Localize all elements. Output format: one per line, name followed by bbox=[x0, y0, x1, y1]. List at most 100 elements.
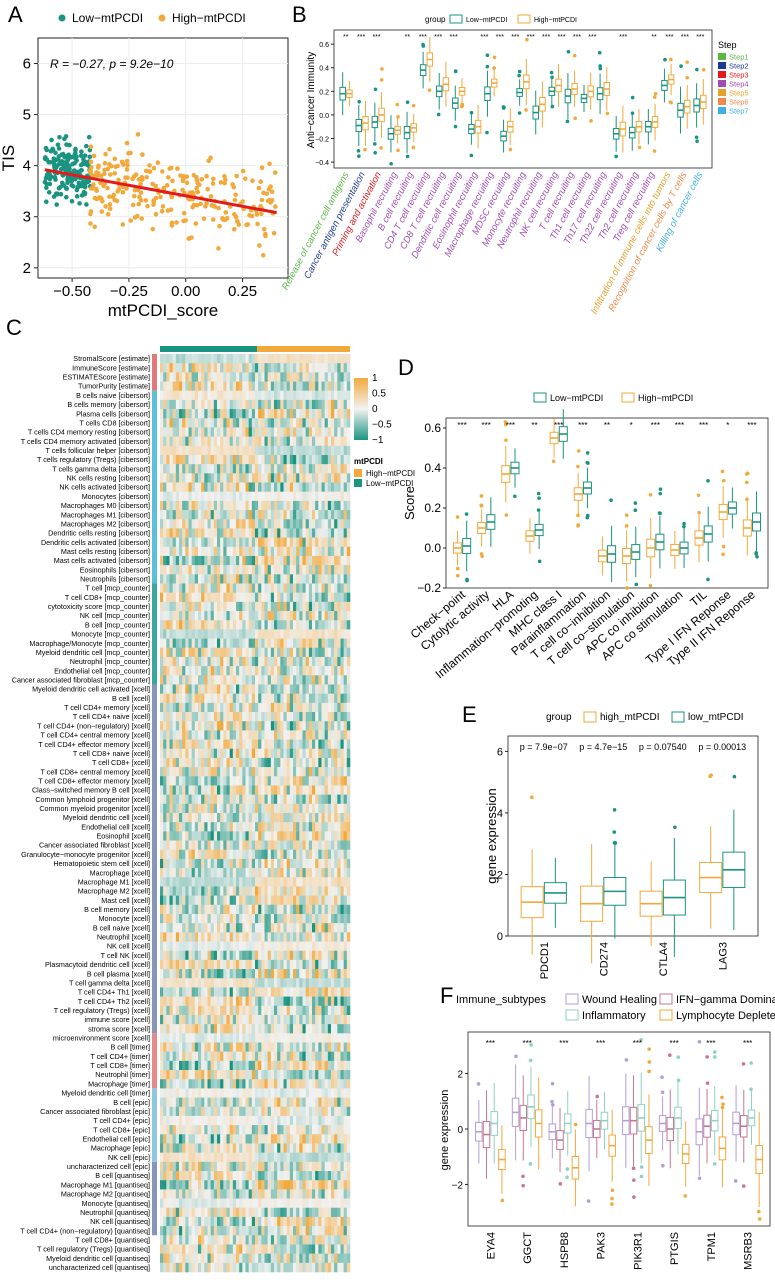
heatmap-cell bbox=[268, 648, 271, 657]
heatmap-cell bbox=[160, 565, 163, 574]
heatmap-cell bbox=[280, 483, 283, 492]
heatmap-cell bbox=[173, 978, 176, 987]
heatmap-cell bbox=[223, 538, 226, 547]
heatmap-cell bbox=[239, 648, 242, 657]
box-outlier bbox=[573, 116, 577, 120]
heatmap-cell bbox=[325, 409, 328, 418]
heatmap-cell bbox=[337, 501, 340, 510]
heatmap-cell bbox=[185, 409, 188, 418]
heatmap-cell bbox=[217, 804, 220, 813]
heatmap-cell bbox=[306, 620, 309, 629]
heatmap-cell bbox=[192, 776, 195, 785]
heatmap-cell bbox=[315, 850, 318, 859]
heatmap-cell bbox=[246, 785, 249, 794]
heatmap-cell bbox=[258, 602, 261, 611]
heatmap-cell bbox=[208, 721, 211, 730]
heatmap-cell bbox=[334, 795, 337, 804]
heatmap-cell bbox=[204, 418, 207, 427]
heatmap-cell bbox=[163, 372, 166, 381]
heatmap-cell bbox=[290, 694, 293, 703]
x-tick-label: −0.25 bbox=[110, 283, 148, 300]
heatmap-cell bbox=[173, 418, 176, 427]
heatmap-cell bbox=[293, 703, 296, 712]
heatmap-cell bbox=[239, 418, 242, 427]
heatmap-cell bbox=[249, 850, 252, 859]
point-high-mtpcdi bbox=[234, 174, 239, 179]
point-high-mtpcdi bbox=[115, 199, 120, 204]
heatmap-cell bbox=[230, 382, 233, 391]
heatmap-cell bbox=[195, 400, 198, 409]
heatmap-cell bbox=[176, 363, 179, 372]
heatmap-cell bbox=[337, 960, 340, 969]
heatmap-cell bbox=[322, 675, 325, 684]
heatmap-cell bbox=[290, 427, 293, 436]
heatmap-cell bbox=[296, 437, 299, 446]
heatmap-cell bbox=[176, 795, 179, 804]
heatmap-cell bbox=[290, 666, 293, 675]
heatmap-cell bbox=[265, 841, 268, 850]
heatmap-cell bbox=[192, 409, 195, 418]
heatmap-cell bbox=[214, 455, 217, 464]
heatmap-cell bbox=[220, 859, 223, 868]
heatmap-cell bbox=[211, 795, 214, 804]
heatmap-cell bbox=[312, 785, 315, 794]
heatmap-cell bbox=[246, 547, 249, 556]
point-high-mtpcdi bbox=[247, 213, 252, 218]
step-legend-key bbox=[718, 98, 726, 105]
heatmap-cell bbox=[214, 758, 217, 767]
heatmap-cell bbox=[255, 354, 258, 363]
heatmap-cell bbox=[309, 969, 312, 978]
heatmap-cell bbox=[322, 629, 325, 638]
heatmap-cell bbox=[239, 804, 242, 813]
heatmap-cell bbox=[160, 354, 163, 363]
heatmap-cell bbox=[258, 547, 261, 556]
heatmap-cell bbox=[227, 473, 230, 482]
heatmap-cell bbox=[271, 446, 274, 455]
heatmap-cell bbox=[195, 923, 198, 932]
box-outlier bbox=[454, 70, 458, 74]
heatmap-cell bbox=[163, 758, 166, 767]
heatmap-cell bbox=[211, 473, 214, 482]
heatmap-cell bbox=[309, 574, 312, 583]
heatmap-cell bbox=[296, 850, 299, 859]
heatmap-cell bbox=[201, 639, 204, 648]
heatmap-cell bbox=[268, 593, 271, 602]
heatmap-cell bbox=[252, 969, 255, 978]
heatmap-cell bbox=[201, 473, 204, 482]
heatmap-cell bbox=[268, 694, 271, 703]
heatmap-cell bbox=[274, 712, 277, 721]
heatmap-cell bbox=[290, 767, 293, 776]
heatmap-cell bbox=[334, 510, 337, 519]
heatmap-cell bbox=[230, 684, 233, 693]
heatmap-cell bbox=[309, 556, 312, 565]
heatmap-cell bbox=[265, 978, 268, 987]
heatmap-cell bbox=[236, 886, 239, 895]
heatmap-cell bbox=[185, 528, 188, 537]
heatmap-cell bbox=[337, 831, 340, 840]
heatmap-cell bbox=[201, 372, 204, 381]
heatmap-cell bbox=[268, 657, 271, 666]
heatmap-cell bbox=[258, 354, 261, 363]
heatmap-cell bbox=[293, 749, 296, 758]
heatmap-cell bbox=[318, 877, 321, 886]
heatmap-cell bbox=[163, 593, 166, 602]
heatmap-cell bbox=[290, 372, 293, 381]
heatmap-cell bbox=[223, 914, 226, 923]
heatmap-cell bbox=[331, 850, 334, 859]
heatmap-cell bbox=[195, 831, 198, 840]
heatmap-cell bbox=[173, 584, 176, 593]
point-low-mtpcdi bbox=[88, 154, 93, 159]
heatmap-cell bbox=[280, 593, 283, 602]
heatmap-cell bbox=[220, 639, 223, 648]
heatmap-cell bbox=[195, 749, 198, 758]
heatmap-cell bbox=[280, 464, 283, 473]
heatmap-cell bbox=[328, 418, 331, 427]
heatmap-cell bbox=[214, 528, 217, 537]
heatmap-cell bbox=[220, 721, 223, 730]
heatmap-cell bbox=[227, 969, 230, 978]
heatmap-cell bbox=[280, 877, 283, 886]
heatmap-cell bbox=[344, 648, 347, 657]
heatmap-cell bbox=[296, 657, 299, 666]
step-legend-key bbox=[718, 53, 726, 60]
heatmap-cell bbox=[227, 804, 230, 813]
